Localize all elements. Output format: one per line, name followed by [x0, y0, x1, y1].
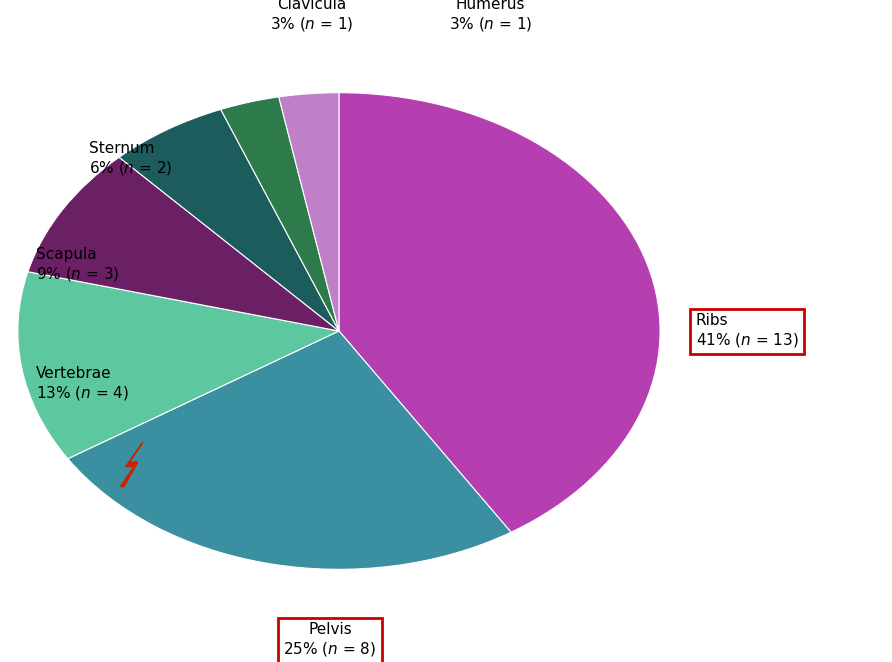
Wedge shape — [279, 93, 339, 331]
Polygon shape — [120, 442, 143, 487]
Text: Vertebrae
13% ($n$ = 4): Vertebrae 13% ($n$ = 4) — [36, 366, 128, 402]
Text: Ribs
41% ($n$ = 13): Ribs 41% ($n$ = 13) — [696, 313, 798, 349]
Text: Humerus
3% ($n$ = 1): Humerus 3% ($n$ = 1) — [449, 0, 533, 33]
Text: Scapula
9% ($n$ = 3): Scapula 9% ($n$ = 3) — [36, 247, 120, 283]
Wedge shape — [28, 158, 339, 331]
Text: Sternum
6% ($n$ = 2): Sternum 6% ($n$ = 2) — [89, 141, 173, 177]
Wedge shape — [220, 97, 339, 331]
Wedge shape — [120, 109, 339, 331]
Text: Clavicula
3% ($n$ = 1): Clavicula 3% ($n$ = 1) — [270, 0, 354, 33]
Text: Pelvis
25% ($n$ = 8): Pelvis 25% ($n$ = 8) — [284, 622, 376, 658]
Wedge shape — [68, 331, 511, 569]
Wedge shape — [339, 93, 660, 532]
Wedge shape — [18, 271, 339, 459]
